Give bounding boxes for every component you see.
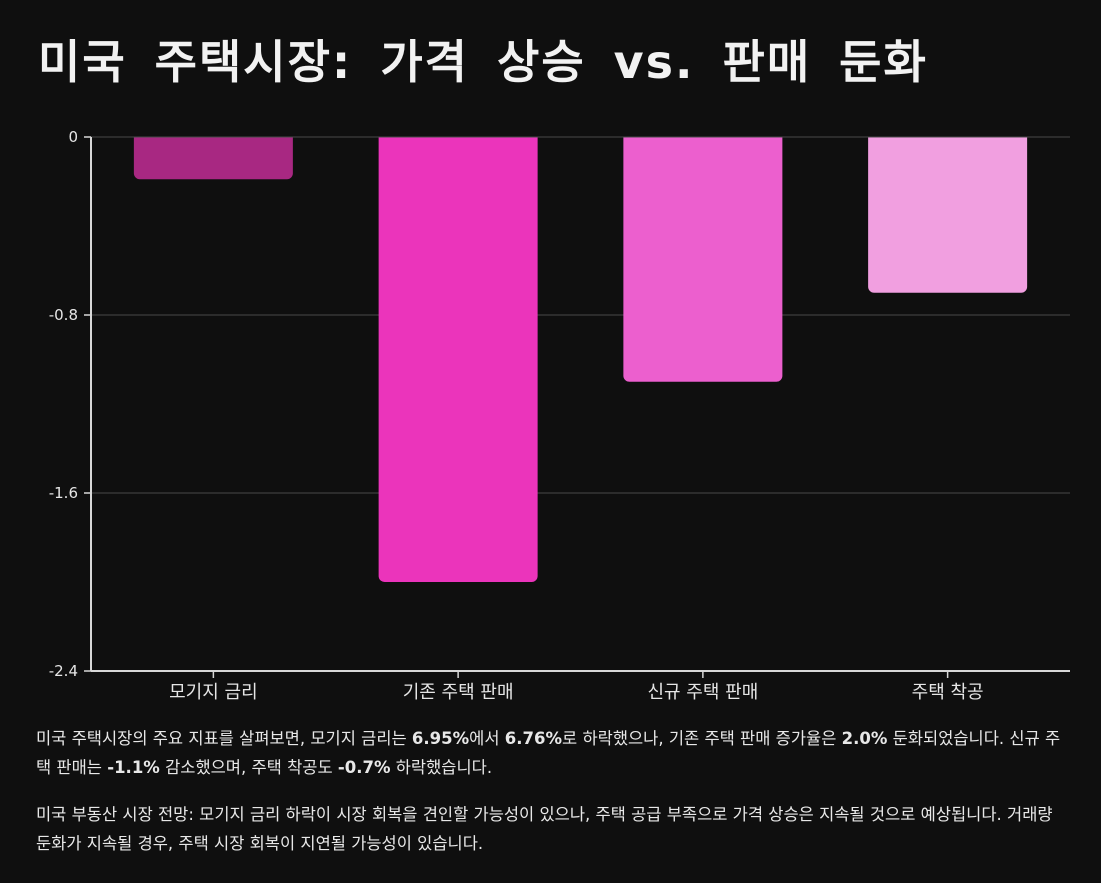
x-tick-label: 기존 주택 판매 <box>403 682 514 703</box>
summary-paragraph-2: 미국 부동산 시장 전망: 모기지 금리 하락이 시장 회복을 견인할 가능성이… <box>36 805 1053 853</box>
summary-value: 6.76% <box>504 729 563 748</box>
summary-text: 감소했으며, 주택 착공도 <box>159 758 338 777</box>
bar <box>133 131 293 180</box>
y-tick-label: -2.4 <box>49 662 78 680</box>
x-tick-label: 주택 착공 <box>912 682 984 703</box>
summary-text: 미국 주택시장의 주요 지표를 살펴보면, 모기지 금리는 <box>36 729 412 748</box>
zero-line-mask <box>92 129 1071 137</box>
summary-value: -1.1% <box>107 758 160 777</box>
summary-text: 로 하락했으나, 기존 주택 판매 증가율은 <box>562 729 842 748</box>
summary-text: 하락했습니다. <box>390 758 493 777</box>
bar <box>868 131 1028 293</box>
summary-value: 6.95% <box>411 729 470 748</box>
summary-notes: 미국 주택시장의 주요 지표를 살펴보면, 모기지 금리는 6.95%에서 6.… <box>36 724 1066 876</box>
summary-value: 2.0% <box>841 729 888 748</box>
axes <box>84 136 1070 678</box>
summary-paragraph-1: 미국 주택시장의 주요 지표를 살펴보면, 모기지 금리는 6.95%에서 6.… <box>36 724 1066 782</box>
axis-labels: 0 -0.8 -1.6 -2.4 모기지 금리 기존 주택 판매 신규 주택 판매 주택 착공 <box>49 128 984 703</box>
bar <box>623 131 783 382</box>
y-tick-label: 0 <box>68 128 78 146</box>
summary-value: -0.7% <box>337 758 391 777</box>
bar-chart: 0 -0.8 -1.6 -2.4 모기지 금리 기존 주택 판매 신규 주택 판매 주택 착공 <box>49 128 1071 703</box>
bars <box>91 129 1071 582</box>
x-tick-label: 신규 주택 판매 <box>647 682 758 703</box>
chart-title: 미국 주택시장: 가격 상승 vs. 판매 둔화 <box>38 35 928 89</box>
x-tick-label: 모기지 금리 <box>169 682 258 703</box>
y-tick-label: -0.8 <box>49 306 78 324</box>
y-tick-label: -1.6 <box>49 484 78 502</box>
summary-text: 에서 <box>469 729 505 748</box>
bar <box>378 131 538 582</box>
summary-text: 둔화되었습니다. 신규 주택 판매는 <box>36 729 1061 777</box>
